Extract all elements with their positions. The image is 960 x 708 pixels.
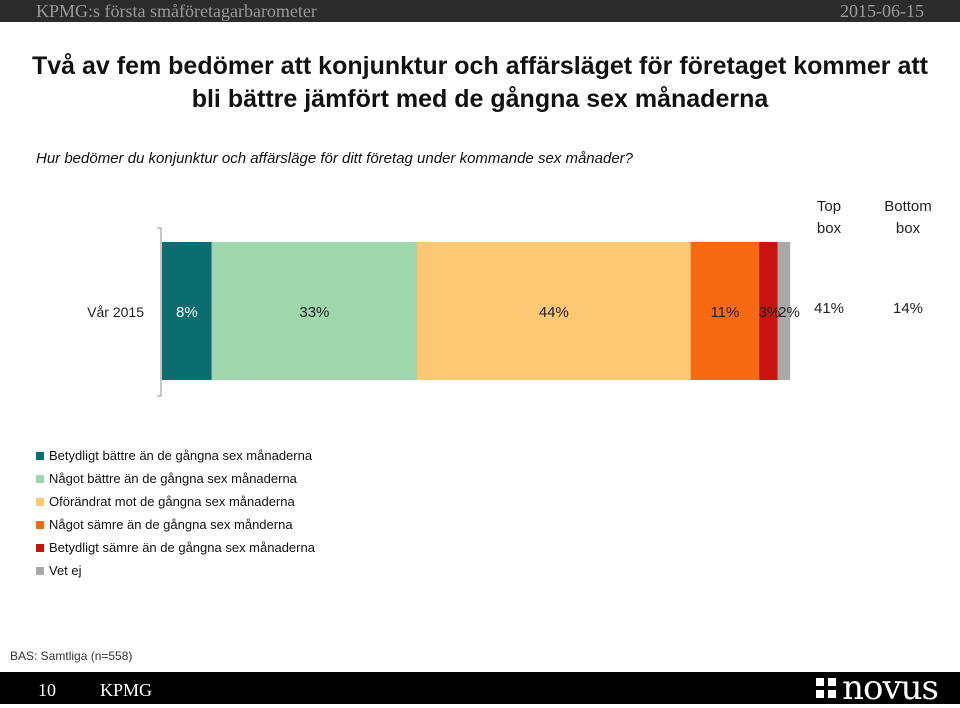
bar-segment-4 — [690, 242, 760, 380]
bar-value-label-2: 33% — [299, 304, 329, 321]
summary-header-1-line-1: Top — [817, 198, 841, 215]
base-note: BAS: Samtliga (n=558) — [10, 649, 133, 663]
novus-logo-mark-icon — [816, 678, 837, 698]
stacked-bar-chart: 8% 33% 44% 11% 3%2% Vår 2015 Top box 41% Bottom… — [87, 198, 932, 397]
bar-segment-2 — [211, 242, 418, 380]
legend-label-3: Oförändrat mot de gångna sex månaderna — [49, 494, 295, 509]
legend-item-6: Vet ej — [36, 559, 315, 582]
bar-segment-1 — [162, 242, 212, 380]
legend-label-1: Betydligt bättre än de gångna sex månade… — [49, 448, 313, 463]
legend-swatch-5 — [36, 543, 44, 552]
bar-value-label-6: 2% — [778, 304, 800, 321]
legend: Betydligt bättre än de gångna sex månade… — [36, 444, 315, 582]
summary-header-2-line-1: Bottom — [884, 198, 932, 215]
legend-swatch-1 — [36, 451, 44, 460]
header-title: KPMG:s första småföretagarbarometer — [36, 1, 317, 21]
legend-item-5: Betydligt sämre än de gångna sex månader… — [36, 536, 315, 559]
summary-header-2-line-2: box — [896, 220, 921, 237]
novus-logo-text: novus — [842, 668, 939, 708]
legend-label-6: Vet ej — [49, 563, 82, 578]
footer-bar: 10 KPMG novus — [0, 668, 960, 708]
bar-value-label-4: 11% — [710, 304, 739, 321]
axis-bracket — [157, 227, 162, 397]
header-date: 2015-06-15 — [840, 1, 924, 21]
page-title-line-2: bli bättre jämfört med de gångna sex mån… — [191, 85, 769, 113]
header-bar: KPMG:s första småföretagarbarometer 2015… — [0, 0, 960, 22]
survey-question: Hur bedömer du konjunktur och affärsläge… — [36, 150, 633, 167]
legend-swatch-3 — [36, 497, 44, 506]
summary-value-1: 41% — [814, 300, 844, 317]
legend-item-2: Något bättre än de gångna sex månaderna — [36, 467, 315, 490]
bar-value-label-3: 44% — [539, 304, 569, 321]
novus-logo: novus — [816, 668, 939, 708]
legend-label-5: Betydligt sämre än de gångna sex månader… — [49, 540, 315, 555]
footer-org: KPMG — [100, 680, 153, 700]
summary-value-2: 14% — [893, 300, 923, 317]
legend-swatch-4 — [36, 520, 44, 529]
legend-swatch-2 — [36, 474, 44, 483]
legend-item-3: Oförändrat mot de gångna sex månaderna — [36, 490, 315, 513]
bar-segment-5 — [759, 242, 778, 380]
legend-item-4: Något sämre än de gångna sex månderna — [36, 513, 315, 536]
page-title-line-1: Två av fem bedömer att konjunktur och af… — [31, 52, 929, 80]
category-label: Vår 2015 — [87, 304, 144, 320]
page-title: Två av fem bedömer att konjunktur och af… — [0, 50, 960, 116]
bar-value-label-1: 8% — [176, 304, 198, 321]
bar-segment-6 — [777, 242, 791, 380]
legend-label-2: Något bättre än de gångna sex månaderna — [49, 471, 297, 486]
legend-swatch-6 — [36, 566, 44, 575]
bar-segment-3 — [417, 242, 691, 380]
legend-item-1: Betydligt bättre än de gångna sex månade… — [36, 444, 315, 467]
page-number: 10 — [38, 680, 56, 700]
bar-value-label-5: 3% — [759, 304, 781, 321]
legend-label-4: Något sämre än de gångna sex månderna — [49, 517, 293, 532]
summary-header-1-line-2: box — [817, 220, 842, 237]
